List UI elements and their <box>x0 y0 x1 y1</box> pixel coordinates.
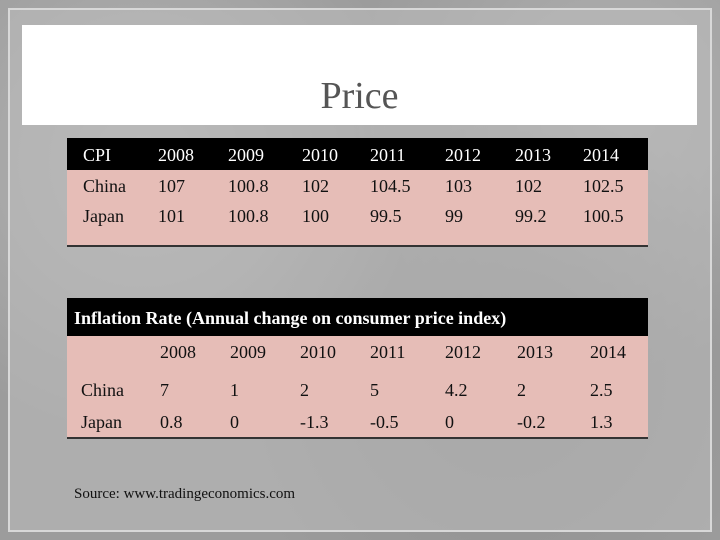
header-cell: 2009 <box>230 342 266 362</box>
header-cell: 2011 <box>370 145 406 165</box>
header-cell: 2013 <box>517 342 553 362</box>
table-cell: -0.5 <box>370 412 399 432</box>
table-cell: 2 <box>300 380 309 400</box>
table-cell: 7 <box>160 380 169 400</box>
source-note: Source: www.tradingeconomics.com <box>74 486 296 502</box>
table-body <box>67 336 648 439</box>
header-cell: 2008 <box>160 342 196 362</box>
header-cell: 2014 <box>590 342 626 362</box>
table-cell: 104.5 <box>370 176 411 196</box>
table-cell: 99 <box>445 206 463 226</box>
table-cell: China <box>83 176 126 196</box>
inflation-table: Inflation Rate (Annual change on consume… <box>67 298 648 439</box>
table-cell: 100.5 <box>583 206 624 226</box>
table-cell: 0 <box>230 412 239 432</box>
table-cell: 100 <box>302 206 329 226</box>
table-cell: 0.8 <box>160 412 183 432</box>
table-cell: 102.5 <box>583 176 624 196</box>
table-cell: Japan <box>81 412 122 432</box>
header-cell: 2012 <box>445 145 481 165</box>
table-cell: China <box>81 380 124 400</box>
table-cell: 4.2 <box>445 380 468 400</box>
header-cell: 2010 <box>300 342 336 362</box>
table-cell: 2.5 <box>590 380 613 400</box>
cpi-table: CPI 2008 2009 2010 2011 2012 2013 2014 China 107 1… <box>67 138 648 247</box>
table-cell: 103 <box>445 176 472 196</box>
table-cell: 99.2 <box>515 206 547 226</box>
table-cell: 100.8 <box>228 206 269 226</box>
header-cell: 2013 <box>515 145 551 165</box>
title-box: Price <box>22 25 697 125</box>
table-body <box>67 170 648 247</box>
table-cell: 1.3 <box>590 412 613 432</box>
table-cell: Japan <box>83 206 124 226</box>
table-cell: 1 <box>230 380 239 400</box>
table-cell: 2 <box>517 380 526 400</box>
header-cell: 2014 <box>583 145 619 165</box>
header-cell: 2010 <box>302 145 338 165</box>
header-cell: 2012 <box>445 342 481 362</box>
table-header: Inflation Rate (Annual change on consume… <box>67 298 648 336</box>
table-cell: 101 <box>158 206 185 226</box>
table-cell: 102 <box>515 176 542 196</box>
table-cell: 107 <box>158 176 185 196</box>
header-cell: 2009 <box>228 145 264 165</box>
slide-title: Price <box>320 75 399 117</box>
table-cell: 102 <box>302 176 329 196</box>
table-cell: -0.2 <box>517 412 546 432</box>
header-cell: 2008 <box>158 145 194 165</box>
table-cell: 0 <box>445 412 454 432</box>
table-header <box>67 138 648 170</box>
table-title: Inflation Rate (Annual change on consume… <box>74 308 507 328</box>
header-cell: 2011 <box>370 342 406 362</box>
table-cell: 99.5 <box>370 206 402 226</box>
table-cell: -1.3 <box>300 412 329 432</box>
table-cell: 100.8 <box>228 176 269 196</box>
table-cell: 5 <box>370 380 379 400</box>
header-cell: CPI <box>83 145 112 165</box>
